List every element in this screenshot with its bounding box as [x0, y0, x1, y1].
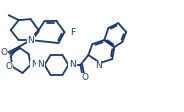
Text: N: N [69, 60, 76, 69]
Text: O: O [82, 73, 89, 82]
Text: F: F [70, 28, 75, 37]
Text: O: O [0, 47, 7, 57]
Text: N: N [95, 61, 102, 70]
Text: O: O [5, 62, 12, 71]
Text: N: N [27, 36, 34, 45]
Text: N: N [31, 60, 38, 69]
Text: N: N [37, 60, 44, 69]
